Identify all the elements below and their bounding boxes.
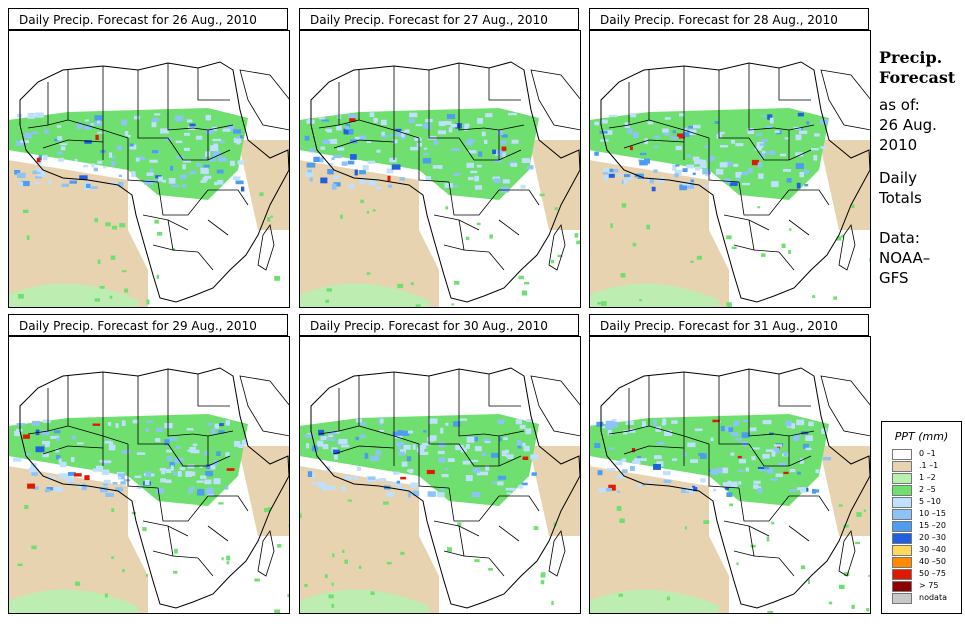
ppt-legend: PPT (mm) 0 –1 .1 –1 1 –2 2 –5 5 –10 10 –… [881,421,962,614]
sidebar-title-line: Forecast [879,68,956,87]
legend-label: > 75 [919,581,939,590]
panel-title: Daily Precip. Forecast for 29 Aug., 2010 [8,314,288,336]
legend-label: .1 –1 [919,461,939,470]
legend-label: 40 –50 [919,557,946,566]
precip-map [589,336,871,614]
data-line: GFS [879,269,909,287]
legend-label: 50 –75 [919,569,946,578]
legend-label: 15 –20 [919,521,946,530]
data-line: NOAA– [879,249,931,267]
legend-label: 2 –5 [919,485,936,494]
legend-label: 10 –15 [919,509,946,518]
daily-line: Daily [879,169,917,187]
as-of-line: as of: [879,96,920,114]
panel-title: Daily Precip. Forecast for 31 Aug., 2010 [589,314,869,336]
legend-swatch [892,521,912,532]
legend-label: 5 –10 [919,497,941,506]
legend-swatch [892,533,912,544]
forecast-panel-4: Daily Precip. Forecast for 29 Aug., 2010 [8,314,290,616]
legend-swatch [892,593,912,604]
legend-swatch [892,485,912,496]
legend-label: 1 –2 [919,473,936,482]
legend-swatch [892,581,912,592]
precip-map [8,30,290,308]
legend-swatch [892,569,912,580]
panel-title: Daily Precip. Forecast for 27 Aug., 2010 [299,8,579,30]
panel-title: Daily Precip. Forecast for 30 Aug., 2010 [299,314,579,336]
panel-title: Daily Precip. Forecast for 26 Aug., 2010 [8,8,288,30]
legend-swatch [892,473,912,484]
legend-label: 0 –1 [919,449,936,458]
legend-label: 20 –30 [919,533,946,542]
data-source: Data: NOAA– GFS [879,228,930,288]
daily-totals-note: Daily Totals [879,168,922,208]
legend-swatch [892,461,912,472]
precip-map [299,336,581,614]
precip-map [299,30,581,308]
legend-swatch [892,497,912,508]
daily-line: Totals [879,189,922,207]
forecast-panel-1: Daily Precip. Forecast for 26 Aug., 2010 [8,8,290,310]
legend-label: 30 –40 [919,545,946,554]
forecast-panel-3: Daily Precip. Forecast for 28 Aug., 2010 [589,8,871,310]
legend-swatch [892,509,912,520]
sidebar-title: Precip. Forecast [879,48,955,88]
as-of-date: as of: 26 Aug. 2010 [879,95,937,155]
forecast-panel-6: Daily Precip. Forecast for 31 Aug., 2010 [589,314,871,616]
forecast-panel-5: Daily Precip. Forecast for 30 Aug., 2010 [299,314,581,616]
legend-title: PPT (mm) [894,430,949,443]
sidebar-title-line: Precip. [879,48,943,67]
panel-title: Daily Precip. Forecast for 28 Aug., 2010 [589,8,869,30]
legend-label: nodata [919,593,947,602]
precip-map [589,30,871,308]
forecast-panel-2: Daily Precip. Forecast for 27 Aug., 2010 [299,8,581,310]
as-of-line: 26 Aug. [879,116,937,134]
as-of-line: 2010 [879,136,918,154]
legend-swatch [892,449,912,460]
data-line: Data: [879,229,920,247]
legend-swatch [892,557,912,568]
precip-map [8,336,290,614]
legend-swatch [892,545,912,556]
